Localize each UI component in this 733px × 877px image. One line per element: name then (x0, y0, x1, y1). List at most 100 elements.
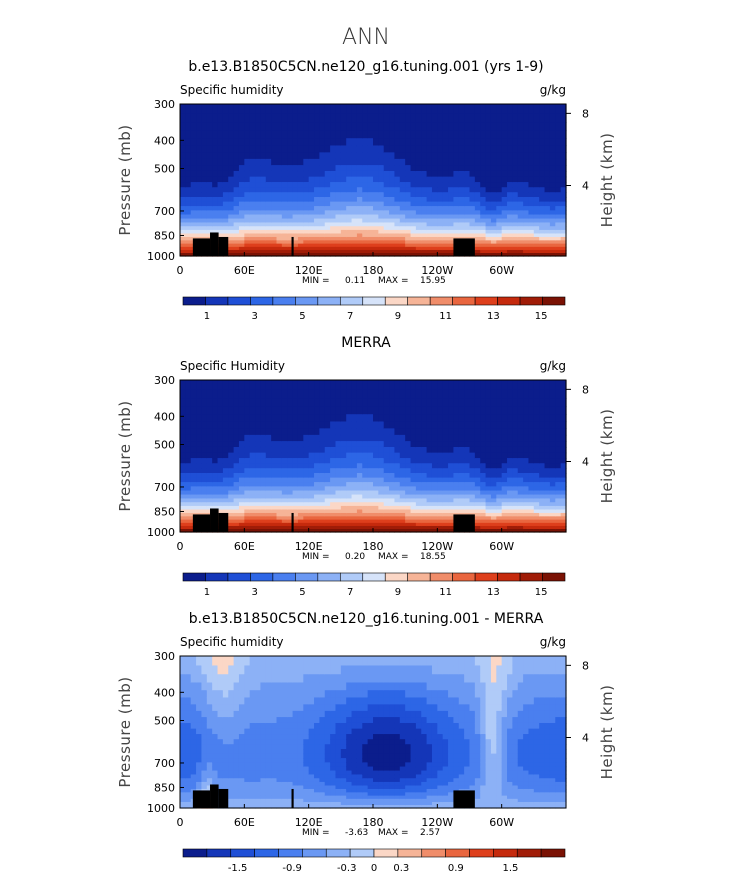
field-cell (180, 697, 186, 704)
field-cell (218, 406, 224, 414)
field-cell (335, 441, 341, 448)
field-cell (228, 152, 234, 159)
field-cell (266, 441, 272, 448)
field-cell (528, 202, 534, 207)
colorbar-label: 1 (204, 587, 210, 598)
field-cell (234, 723, 240, 729)
field-cell (271, 226, 277, 230)
field-cell (282, 145, 288, 152)
field-cell (293, 463, 299, 469)
field-cell (277, 171, 283, 177)
field-cell (448, 197, 454, 202)
field-cell (486, 222, 492, 226)
field-cell (303, 113, 309, 122)
field-cell (400, 428, 406, 435)
field-cell (545, 152, 551, 159)
field-cell (528, 495, 534, 500)
field-cell (293, 458, 299, 464)
field-cell (325, 478, 331, 483)
field-cell (443, 165, 449, 172)
field-cell (378, 389, 384, 398)
field-cell (534, 447, 540, 453)
field-cell (427, 458, 433, 464)
field-cell (394, 197, 400, 202)
field-cell (437, 389, 443, 398)
field-cell (368, 491, 374, 496)
field-cell (335, 138, 341, 146)
field-cell (244, 502, 250, 506)
field-cell (352, 453, 358, 459)
field-cell (507, 398, 513, 407)
field-cell (218, 380, 224, 390)
field-cell (389, 406, 395, 414)
field-cell (212, 145, 218, 152)
field-cell (218, 656, 224, 666)
field-cell (555, 498, 561, 502)
field-cell (475, 122, 481, 131)
field-cell (480, 421, 486, 428)
field-cell (234, 202, 240, 207)
field-cell (555, 502, 561, 506)
field-cell (335, 230, 341, 234)
field-cell (298, 468, 304, 473)
field-cell (405, 453, 411, 459)
field-cell (459, 502, 465, 506)
field-cell (448, 138, 454, 146)
field-cell (341, 495, 347, 500)
field-cell (196, 104, 202, 114)
field-cell (389, 165, 395, 172)
right-axis-title: Height (km) (598, 133, 616, 228)
field-cell (298, 206, 304, 211)
field-cell (480, 202, 486, 207)
field-cell (507, 182, 513, 188)
field-cell (255, 206, 261, 211)
field-cell (325, 502, 331, 506)
field-cell (421, 498, 427, 502)
field-cell (185, 509, 191, 513)
field-cell (405, 498, 411, 502)
field-cell (394, 233, 400, 237)
field-cell (357, 104, 363, 114)
field-cell (303, 233, 309, 237)
field-cell (196, 682, 202, 690)
field-cell (550, 491, 556, 496)
field-cell (260, 447, 266, 453)
field-cell (207, 665, 213, 674)
field-cell (384, 473, 390, 478)
field-cell (539, 104, 545, 114)
field-cell (319, 152, 325, 159)
field-cell (260, 762, 266, 767)
field-cell (244, 130, 250, 138)
field-cell (234, 441, 240, 448)
field-cell (293, 138, 299, 146)
field-cell (341, 398, 347, 407)
field-cell (277, 130, 283, 138)
field-cell (260, 744, 266, 749)
field-cell (191, 406, 197, 414)
field-cell (255, 421, 261, 428)
field-cell (459, 197, 465, 202)
field-cell (185, 389, 191, 398)
field-cell (277, 435, 283, 442)
field-cell (303, 177, 309, 183)
field-cell (496, 152, 502, 159)
field-cell (287, 219, 293, 224)
field-cell (453, 202, 459, 207)
field-cell (550, 506, 556, 510)
field-cell (255, 473, 261, 478)
field-cell (185, 441, 191, 448)
field-cell (212, 421, 218, 428)
field-cell (335, 202, 341, 207)
field-cell (196, 767, 202, 772)
field-cell (325, 406, 331, 414)
field-cell (346, 171, 352, 177)
field-cell (486, 486, 492, 491)
field-cell (196, 230, 202, 234)
field-cell (185, 749, 191, 754)
field-cell (411, 463, 417, 469)
field-cell (480, 130, 486, 138)
field-cell (196, 704, 202, 711)
field-cell (207, 682, 213, 690)
field-cell (373, 165, 379, 172)
field-cell (293, 177, 299, 183)
